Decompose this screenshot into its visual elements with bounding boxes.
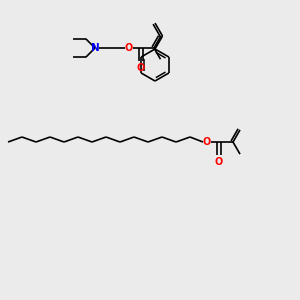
Text: N: N [91,43,99,53]
Text: O: O [137,63,145,73]
Text: O: O [203,137,211,147]
Text: O: O [215,157,223,167]
Text: O: O [125,43,133,53]
